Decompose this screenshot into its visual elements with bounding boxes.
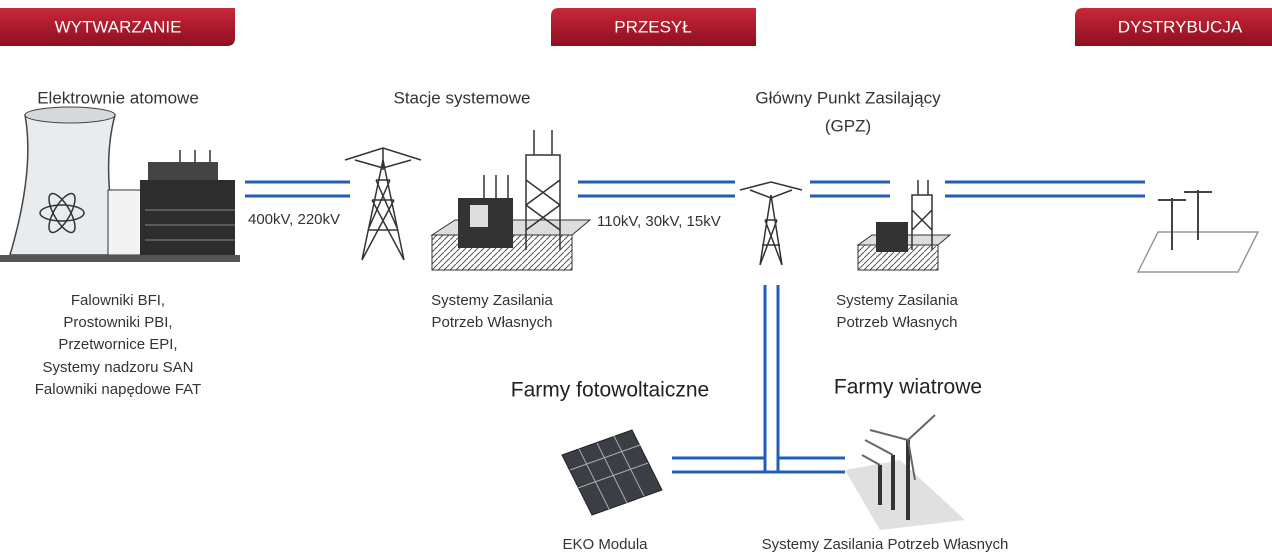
node-label: (GPZ) — [825, 116, 871, 135]
header-tabs — [0, 8, 1272, 46]
wind-turbine-icon-part — [861, 414, 936, 481]
caption: Systemy Zasilania — [431, 292, 553, 309]
node-label: Farmy wiatrowe — [834, 376, 982, 399]
substation-icon-part — [911, 180, 933, 250]
tower-icon-part — [759, 194, 783, 266]
section-header: PRZESYŁ — [614, 17, 691, 36]
connection-lines — [245, 180, 1145, 474]
caption: Systemy Zasilania Potrzeb Własnych — [762, 536, 1009, 553]
power-plant-icon-part — [0, 255, 240, 262]
distribution-icon-part — [1158, 190, 1212, 250]
connection-lines-part — [810, 180, 890, 198]
caption: Prostowniki PBI, — [63, 314, 172, 331]
substation-icon — [430, 130, 592, 271]
tower-icon — [739, 181, 803, 266]
substation-icon-part — [483, 175, 509, 198]
distribution-icon — [1136, 190, 1260, 273]
connection-lines-part — [945, 180, 1145, 198]
caption: Falowniki BFI, — [71, 292, 165, 309]
power-plant-icon-part-part — [39, 204, 85, 222]
power-plant-icon-part — [148, 162, 218, 180]
caption: Falowniki napędowe FAT — [35, 381, 201, 398]
substation-icon-part — [470, 205, 488, 227]
distribution-icon-part — [1136, 231, 1260, 273]
line-label: 110kV, 30kV, 15kV — [597, 213, 721, 230]
connection-lines-part — [245, 180, 350, 198]
node-label: Farmy fotowoltaiczne — [511, 379, 709, 402]
substation-icon-part — [876, 222, 908, 252]
caption: EKO Modula — [562, 536, 648, 553]
substation-icon-part — [525, 130, 561, 250]
caption: Systemy Zasilania — [836, 292, 958, 309]
solar-panel-icon — [561, 429, 663, 516]
connection-lines-part — [578, 180, 735, 198]
caption: Przetwornice EPI, — [58, 336, 177, 353]
header-tabs-part — [1075, 8, 1272, 46]
solar-panel-icon-part — [569, 435, 649, 510]
power-plant-icon-part — [8, 114, 121, 256]
power-plant-icon — [0, 106, 240, 262]
wind-turbine-icon — [845, 414, 965, 530]
node-label: Stacje systemowe — [394, 88, 531, 107]
power-plant-icon-part — [179, 150, 211, 162]
caption: Potrzeb Własnych — [837, 314, 958, 331]
tower-icon-part — [739, 181, 803, 199]
caption: Systemy nadzoru SAN — [43, 359, 194, 376]
power-plant-icon-part-part — [48, 192, 76, 234]
section-header: DYSTRYBUCJA — [1118, 17, 1243, 36]
power-plant-icon-part — [140, 180, 235, 260]
caption: Potrzeb Własnych — [432, 314, 553, 331]
tower-icon-part — [344, 147, 422, 170]
node-label: Główny Punkt Zasilający — [755, 88, 941, 107]
tower-icon-part — [361, 159, 405, 261]
header-tabs-part — [0, 8, 235, 46]
line-label: 400kV, 220kV — [248, 211, 340, 228]
tower-icon — [344, 147, 422, 261]
header-tabs-part — [551, 8, 756, 46]
section-header: WYTWARZANIE — [55, 17, 182, 36]
wind-turbine-icon-part — [845, 460, 965, 530]
power-plant-icon-part — [39, 192, 85, 234]
node-label: Elektrownie atomowe — [37, 88, 199, 107]
power-plant-icon-part — [145, 209, 235, 241]
substation-icon — [856, 180, 952, 271]
wind-turbine-icon-part — [878, 440, 910, 520]
power-plant-icon-part-part — [48, 192, 76, 234]
power-plant-icon-part — [24, 106, 116, 124]
